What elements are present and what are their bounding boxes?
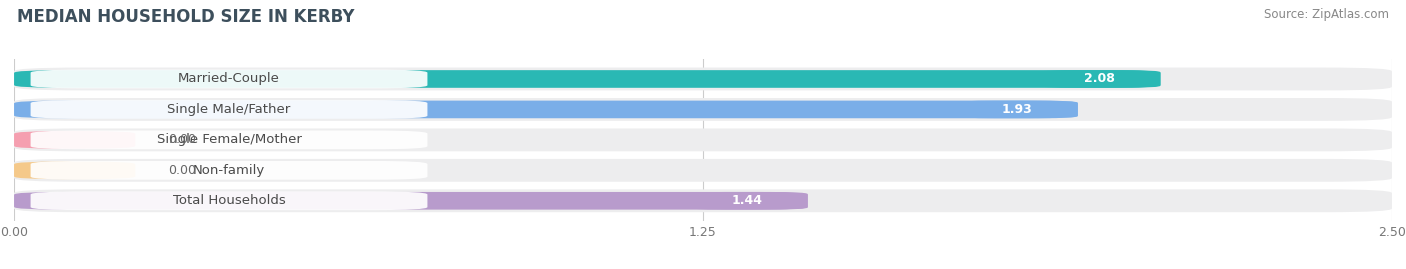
FancyBboxPatch shape — [14, 70, 1160, 88]
FancyBboxPatch shape — [31, 130, 427, 149]
FancyBboxPatch shape — [14, 131, 135, 149]
FancyBboxPatch shape — [31, 100, 427, 119]
FancyBboxPatch shape — [14, 159, 1392, 182]
FancyBboxPatch shape — [14, 129, 1392, 151]
FancyBboxPatch shape — [31, 161, 427, 180]
Text: Single Male/Father: Single Male/Father — [167, 103, 291, 116]
Text: 0.00: 0.00 — [169, 164, 197, 177]
FancyBboxPatch shape — [14, 98, 1392, 121]
FancyBboxPatch shape — [31, 192, 427, 210]
FancyBboxPatch shape — [14, 189, 1392, 212]
Text: Total Households: Total Households — [173, 194, 285, 207]
Text: Single Female/Mother: Single Female/Mother — [156, 133, 301, 146]
Text: 1.44: 1.44 — [731, 194, 762, 207]
FancyBboxPatch shape — [31, 70, 427, 88]
FancyBboxPatch shape — [14, 192, 807, 210]
FancyBboxPatch shape — [686, 192, 807, 210]
FancyBboxPatch shape — [1039, 70, 1160, 88]
FancyBboxPatch shape — [956, 101, 1078, 118]
Text: Non-family: Non-family — [193, 164, 266, 177]
Text: Married-Couple: Married-Couple — [179, 72, 280, 86]
Text: 1.93: 1.93 — [1002, 103, 1032, 116]
Text: 2.08: 2.08 — [1084, 72, 1115, 86]
FancyBboxPatch shape — [14, 101, 1078, 118]
Text: MEDIAN HOUSEHOLD SIZE IN KERBY: MEDIAN HOUSEHOLD SIZE IN KERBY — [17, 8, 354, 26]
FancyBboxPatch shape — [14, 68, 1392, 90]
FancyBboxPatch shape — [14, 161, 135, 179]
Text: Source: ZipAtlas.com: Source: ZipAtlas.com — [1264, 8, 1389, 21]
Text: 0.00: 0.00 — [169, 133, 197, 146]
